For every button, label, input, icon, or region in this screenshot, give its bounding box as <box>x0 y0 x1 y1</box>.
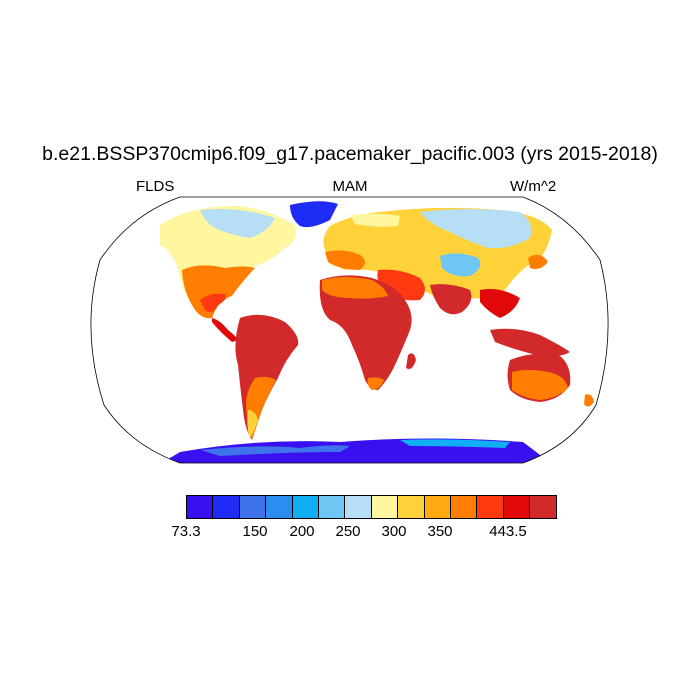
colorbar-cell <box>239 496 267 518</box>
colorbar-cell <box>318 496 346 518</box>
colorbar-cell <box>187 496 214 518</box>
colorbar-cell <box>530 496 557 518</box>
plot-title: b.e21.BSSP370cmip6.f09_g17.pacemaker_pac… <box>42 143 658 165</box>
units-label: W/m^2 <box>510 178 557 195</box>
colorbar-cell <box>450 496 478 518</box>
colorbar-cell <box>371 496 399 518</box>
colorbar-cell <box>503 496 531 518</box>
colorbar-cell <box>266 496 293 518</box>
colorbar-cell <box>398 496 425 518</box>
colorbar-cell <box>477 496 504 518</box>
colorbar-cell <box>292 496 319 518</box>
variable-label: FLDS <box>136 178 175 195</box>
africa-region <box>319 275 412 390</box>
colorbar-tick-label: 150 <box>242 523 268 540</box>
colorbar-tick-label: 73.3 <box>171 523 201 540</box>
colorbar-tick-label: 250 <box>335 523 361 540</box>
season-label: MAM <box>332 178 368 195</box>
colorbar-tick-label: 200 <box>289 523 315 540</box>
colorbar-cell <box>345 496 372 518</box>
colorbar-tick-label: 300 <box>381 523 407 540</box>
greenland-region <box>290 201 338 228</box>
colorbar-cell <box>213 496 240 518</box>
colorbar-tick-label: 443.5 <box>489 523 527 540</box>
globe-outline <box>90 196 609 464</box>
colorbar-cell <box>424 496 451 518</box>
colorbar <box>186 495 558 519</box>
colorbar-tick-label: 350 <box>427 523 453 540</box>
